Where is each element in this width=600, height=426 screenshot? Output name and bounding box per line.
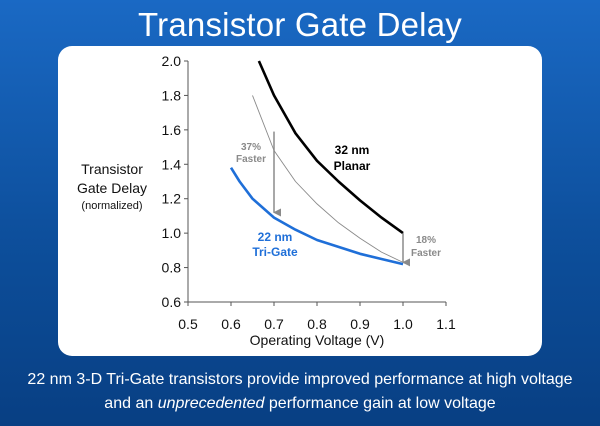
x-tick-label: 1.1: [436, 316, 456, 332]
y-tick-label: 1.8: [162, 87, 182, 103]
reference-series-line: [252, 95, 404, 263]
y-tick-label: 0.6: [162, 294, 182, 310]
y-tick-label: 1.4: [162, 156, 182, 172]
planar-label-line2: Planar: [334, 159, 371, 173]
planar-series-line: [257, 60, 404, 235]
y-axis-label-line2: Gate Delay: [76, 180, 148, 196]
x-tick-label: 1.0: [393, 316, 413, 332]
x-tick-label: 0.7: [264, 316, 284, 332]
x-tick-label: 0.9: [350, 316, 370, 332]
annotation-37-line2: Faster: [236, 154, 266, 165]
caption-line1: 22 nm 3-D Tri-Gate transistors provide i…: [27, 371, 573, 388]
x-axis-title: Operating Voltage (V): [250, 332, 385, 348]
caption-line2-emphasis: unprecedented: [157, 395, 265, 412]
trigate-series-line: [229, 167, 404, 266]
slide-caption: 22 nm 3-D Tri-Gate transistors provide i…: [0, 368, 600, 416]
y-tick-label: 2.0: [162, 53, 182, 69]
y-axis-label-sub: (normalized): [81, 200, 143, 212]
annotation-18-line2: Faster: [411, 248, 441, 259]
planar-label-line1: 32 nm: [335, 143, 370, 157]
y-tick-label: 0.8: [162, 260, 182, 276]
x-tick-label: 0.6: [221, 316, 241, 332]
y-tick-label: 1.0: [162, 225, 182, 241]
x-tick-label: 0.8: [307, 316, 327, 332]
y-tick-label: 1.6: [162, 122, 182, 138]
trigate-label-line1: 22 nm: [258, 230, 293, 244]
chart-panel: [58, 46, 542, 356]
caption-line2-post: performance gain at low voltage: [264, 395, 496, 412]
y-tick-label: 1.2: [162, 191, 182, 207]
trigate-label-line2: Tri-Gate: [252, 245, 298, 259]
slide-title: Transistor Gate Delay: [138, 6, 462, 43]
annotation-18-line1: 18%: [416, 235, 436, 246]
x-tick-label: 0.5: [178, 316, 198, 332]
caption-line2-pre: and an: [104, 395, 158, 412]
annotation-37-line1: 37%: [241, 142, 261, 153]
caption-line2: and an unprecedented performance gain at…: [0, 392, 600, 416]
y-axis-label-line1: Transistor: [81, 161, 143, 177]
y-axis-label: Transistor Gate Delay (normalized): [62, 160, 162, 214]
